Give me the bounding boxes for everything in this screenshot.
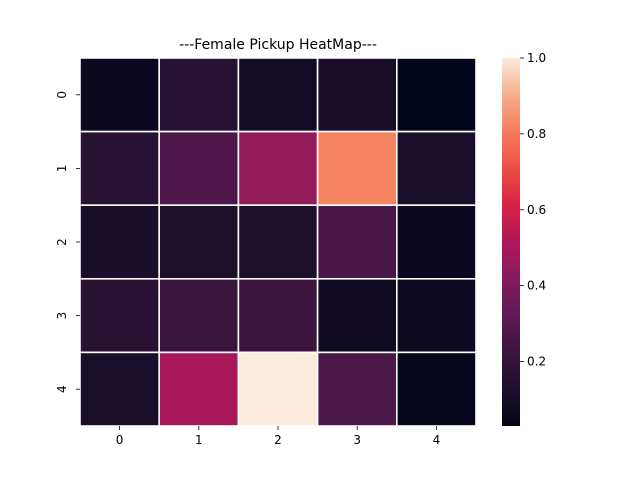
heatmap-cell (395, 204, 477, 280)
colorbar-tick-label: 0.6 (527, 203, 546, 217)
x-axis: 0 1 2 3 4 (116, 426, 440, 447)
heatmap-cell (395, 57, 477, 133)
colorbar-tick-label: 0.8 (527, 127, 546, 141)
heatmap-cell (158, 130, 240, 207)
x-tick-label: 3 (353, 433, 361, 447)
y-tick-label: 2 (55, 238, 69, 246)
heatmap-cell (79, 130, 160, 207)
colorbar: 0.2 0.4 0.6 0.8 1.0 (502, 51, 546, 426)
colorbar-tick-label: 1.0 (527, 51, 546, 65)
heatmap-cells (79, 57, 477, 427)
heatmap-cell (158, 204, 240, 280)
heatmap-cell (79, 204, 160, 280)
heatmap-cell (79, 57, 160, 133)
heatmap-cell (316, 204, 398, 280)
heatmap-cell (395, 130, 477, 207)
heatmap-cell (158, 351, 240, 427)
y-tick-label: 0 (55, 91, 69, 99)
colorbar-tick-label: 0.2 (527, 355, 546, 369)
heatmap-cell (316, 130, 398, 207)
heatmap-cell (395, 351, 477, 427)
heatmap-cell (79, 277, 160, 354)
heatmap-cell (316, 351, 398, 427)
x-tick-label: 4 (433, 433, 441, 447)
chart-title: ---Female Pickup HeatMap--- (179, 37, 377, 53)
x-tick-label: 1 (195, 433, 203, 447)
heatmap-cell (237, 351, 319, 427)
heatmap-cell (158, 277, 240, 354)
y-axis: 0 1 2 3 4 (55, 91, 80, 393)
heatmap-cell (316, 57, 398, 133)
colorbar-gradient (502, 58, 520, 426)
heatmap-cell (79, 351, 160, 427)
heatmap-cell (316, 277, 398, 354)
heatmap-cell (237, 130, 319, 207)
heatmap-cell (237, 57, 319, 133)
y-tick-label: 4 (55, 385, 69, 393)
heatmap-cell (237, 277, 319, 354)
x-tick-label: 0 (116, 433, 124, 447)
y-tick-label: 1 (55, 165, 69, 173)
colorbar-tick-label: 0.4 (527, 279, 546, 293)
y-tick-label: 3 (55, 312, 69, 320)
heatmap-cell (395, 277, 477, 354)
heatmap-cell (158, 57, 240, 133)
x-tick-label: 2 (274, 433, 282, 447)
heatmap-cell (237, 204, 319, 280)
